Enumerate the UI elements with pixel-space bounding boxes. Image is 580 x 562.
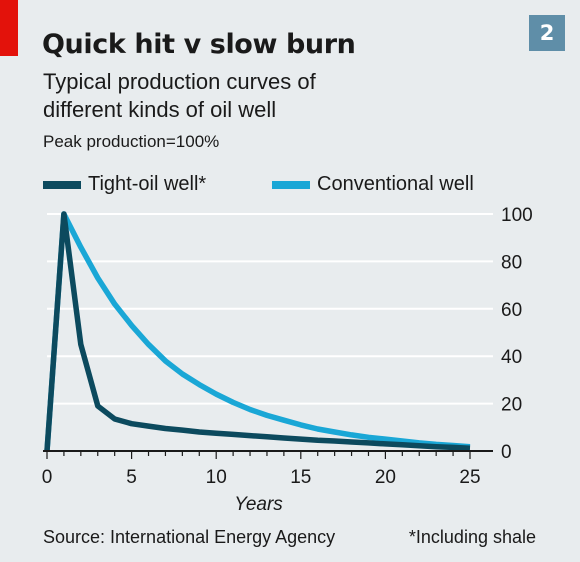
legend-label-conventional: Conventional well [317, 173, 474, 195]
chart-title: Quick hit v slow burn [42, 29, 356, 60]
source-note: Source: International Energy Agency [43, 527, 336, 547]
series-line-tight-oil [44, 211, 471, 452]
legend-swatch-conventional [272, 181, 310, 189]
y-tick-label-20: 20 [501, 395, 522, 416]
legend-label-tight-oil: Tight-oil well* [88, 173, 207, 195]
y-tick-label-80: 80 [501, 252, 522, 273]
series-line-conventional [44, 211, 471, 452]
x-tick-label-10: 10 [206, 467, 227, 488]
x-tick-label-25: 25 [459, 467, 480, 488]
footnote: *Including shale [408, 527, 536, 547]
y-tick-label-100: 100 [501, 205, 533, 226]
x-tick-label-0: 0 [42, 467, 53, 488]
chart-note: Peak production=100% [43, 132, 220, 151]
x-tick-label-15: 15 [290, 467, 311, 488]
y-tick-label-0: 0 [501, 442, 512, 463]
chart-subtitle-line1: Typical production curves of [43, 69, 316, 94]
x-tick-label-20: 20 [375, 467, 396, 488]
y-tick-label-60: 60 [501, 300, 522, 321]
chart-subtitle-line2: different kinds of oil well [43, 97, 277, 122]
legend-swatch-tight-oil [43, 181, 81, 189]
chart-number-badge: 2 [529, 15, 565, 51]
brand-red-tag [0, 0, 18, 56]
y-tick-label-40: 40 [501, 347, 522, 368]
x-axis-title: Years [234, 494, 283, 515]
x-tick-label-5: 5 [126, 467, 137, 488]
